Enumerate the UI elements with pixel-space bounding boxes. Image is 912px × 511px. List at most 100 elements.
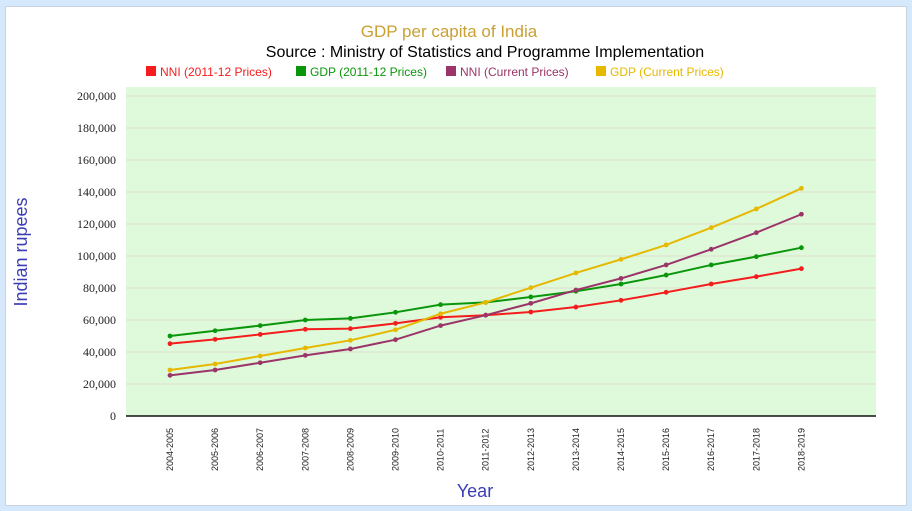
data-point[interactable] [708,281,714,287]
data-point[interactable] [753,274,759,280]
data-point[interactable] [257,353,263,359]
y-tick-label: 140,000 [77,185,116,199]
x-axis-ticks: 2004-2005 2005-2006 2006-2007 2007-2008 2008… [165,428,806,471]
legend-swatch [146,66,156,76]
data-point[interactable] [393,309,398,315]
data-point[interactable] [528,309,534,315]
x-tick-label: 2007-2008 [300,428,310,471]
series-gdp-current-prices [167,185,804,373]
legend-swatch [296,66,306,76]
data-point[interactable] [753,230,759,236]
series-nni-current-prices [167,211,804,378]
data-point[interactable] [528,285,534,291]
x-tick-label: 2016-2017 [706,428,716,471]
data-point[interactable] [257,332,263,337]
x-tick-label: 2010-2011 [436,429,446,471]
data-point[interactable] [212,361,218,367]
data-point[interactable] [753,254,759,260]
data-point[interactable] [212,328,218,334]
data-point[interactable] [438,323,443,328]
data-point[interactable] [799,245,804,251]
data-point[interactable] [483,312,489,318]
data-point[interactable] [167,333,173,339]
legend-label: NNI (2011-12 Prices) [160,65,272,79]
data-point[interactable] [573,304,579,310]
chart-title: GDP per capita of India [361,22,538,41]
data-point[interactable] [663,272,669,278]
plot-area [126,87,876,416]
x-axis-title: Year [457,481,493,501]
y-tick-label: 60,000 [83,313,116,327]
data-point[interactable] [618,256,624,262]
data-point[interactable] [257,323,263,328]
data-point[interactable] [438,311,443,317]
data-point[interactable] [663,242,669,248]
y-tick-label: 80,000 [83,281,116,295]
legend: NNI (2011-12 Prices) GDP (2011-12 Prices)… [146,65,724,79]
legend-item[interactable]: GDP (Current Prices) [596,65,724,79]
data-point[interactable] [573,270,579,276]
data-point[interactable] [753,206,759,212]
data-point[interactable] [618,297,624,303]
x-tick-label: 2005-2006 [210,428,220,471]
x-tick-label: 2014-2015 [616,428,626,471]
data-point[interactable] [167,372,173,378]
data-point[interactable] [212,336,218,342]
data-point[interactable] [618,276,624,281]
data-point[interactable] [348,346,353,352]
legend-item[interactable]: NNI (2011-12 Prices) [146,65,272,79]
gridlines [126,95,876,385]
data-point[interactable] [799,211,804,217]
y-tick-label: 20,000 [83,377,116,391]
x-tick-label: 2004-2005 [165,428,175,471]
y-tick-label: 200,000 [77,89,116,103]
data-point[interactable] [302,352,308,358]
y-tick-label: 40,000 [83,345,116,359]
y-tick-label: 120,000 [77,217,116,231]
x-tick-label: 2011-2012 [481,429,491,471]
data-point[interactable] [302,326,308,332]
data-point[interactable] [708,262,714,268]
data-point[interactable] [348,316,353,321]
data-point[interactable] [708,225,714,231]
data-point[interactable] [618,281,624,287]
x-tick-label: 2006-2007 [255,428,265,471]
data-point[interactable] [257,360,263,366]
data-point[interactable] [348,326,353,332]
y-tick-label: 180,000 [77,121,116,135]
x-tick-label: 2009-2010 [391,428,401,471]
legend-item[interactable]: GDP (2011-12 Prices) [296,65,427,79]
data-point[interactable] [799,266,804,272]
data-point[interactable] [302,317,308,323]
legend-label: NNI (Current Prices) [460,65,569,79]
x-tick-label: 2008-2009 [345,428,355,471]
data-point[interactable] [573,287,579,293]
chart-subtitle: Source : Ministry of Statistics and Prog… [266,44,704,61]
data-point[interactable] [708,246,714,252]
x-tick-label: 2015-2016 [661,428,671,471]
data-point[interactable] [663,289,669,295]
data-point[interactable] [438,302,443,308]
data-point[interactable] [302,345,308,351]
data-point[interactable] [438,314,443,320]
legend-swatch [596,66,606,76]
data-point[interactable] [212,367,218,373]
data-point[interactable] [528,300,534,306]
data-point[interactable] [167,341,173,347]
data-point[interactable] [528,294,534,300]
legend-item[interactable]: NNI (Current Prices) [446,65,569,79]
legend-label: GDP (Current Prices) [610,65,724,79]
data-point[interactable] [483,300,489,305]
x-tick-label: 2013-2014 [571,428,581,471]
data-point[interactable] [348,337,353,343]
data-point[interactable] [393,320,398,326]
data-point[interactable] [799,185,804,191]
data-point[interactable] [393,337,398,343]
x-tick-label: 2012-2013 [526,428,536,471]
y-tick-label: 0 [110,409,116,423]
data-point[interactable] [167,367,173,373]
y-tick-label: 160,000 [77,153,116,167]
data-point[interactable] [393,327,398,333]
data-point[interactable] [663,262,669,268]
